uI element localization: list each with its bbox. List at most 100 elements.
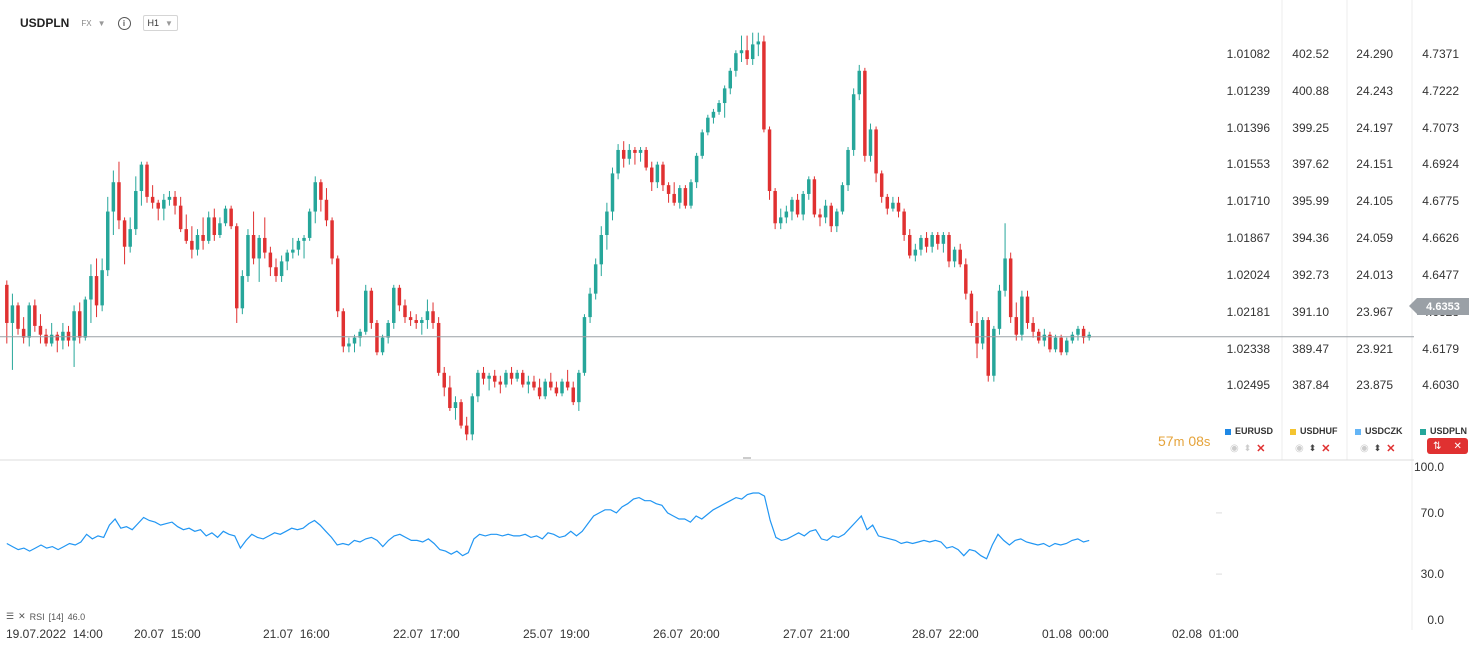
candle-body xyxy=(543,381,547,397)
candle-body xyxy=(10,305,15,323)
indicator-close-icon[interactable]: ✕ xyxy=(18,611,26,621)
rsi-tick-label: 70.0 xyxy=(1421,506,1445,520)
timeframe-select[interactable]: H1 ▼ xyxy=(142,15,178,31)
close-icon[interactable]: ✕ xyxy=(1256,443,1266,455)
candle-body xyxy=(521,372,525,385)
candle-body xyxy=(392,287,396,323)
candle-body xyxy=(122,220,127,247)
candle-body xyxy=(936,235,940,244)
candle-body xyxy=(840,185,845,212)
candle-body xyxy=(986,320,990,376)
candle-body xyxy=(560,381,564,394)
candle-body xyxy=(907,235,912,256)
eye-icon[interactable]: ◉ xyxy=(1295,443,1304,454)
y-tick-label: 4.6477 xyxy=(1422,268,1459,282)
candle-body xyxy=(352,337,357,344)
reorder-icon[interactable]: ⇅ xyxy=(1433,440,1442,452)
candle-body xyxy=(924,237,929,247)
eye-icon[interactable]: ◉ xyxy=(1360,443,1369,454)
candle-body xyxy=(750,44,755,60)
close-icon[interactable]: ✕ xyxy=(1453,440,1462,452)
legend-eurusd[interactable]: EURUSD xyxy=(1225,426,1273,436)
candle-body xyxy=(958,249,962,265)
reorder-icon[interactable]: ⬍ xyxy=(1373,443,1382,453)
candle-body xyxy=(319,182,323,200)
candle-body xyxy=(156,202,160,209)
candle-body xyxy=(94,276,99,306)
candle-body xyxy=(5,284,9,323)
symbol-dropdown-icon[interactable]: ▼ xyxy=(97,18,106,28)
legend-usdczk[interactable]: USDCZK xyxy=(1355,426,1403,436)
candle-body xyxy=(235,226,239,309)
candle-body xyxy=(111,182,116,212)
candle-body xyxy=(150,196,155,203)
candle-body xyxy=(728,70,733,89)
candle-body xyxy=(588,293,592,318)
close-icon[interactable]: ✕ xyxy=(1386,443,1396,455)
candle-body xyxy=(577,372,581,403)
candle-body xyxy=(195,235,200,250)
legend-usdhuf[interactable]: USDHUF xyxy=(1290,426,1338,436)
candle-body xyxy=(756,41,761,45)
candle-body xyxy=(128,229,132,247)
candle-body xyxy=(739,50,744,54)
candle-body xyxy=(324,199,329,221)
y-tick-label: 400.88 xyxy=(1292,84,1329,98)
reorder-icon[interactable]: ⬍ xyxy=(1308,443,1317,453)
legend-color-swatch xyxy=(1355,428,1361,435)
eye-icon[interactable]: ◉ xyxy=(1230,443,1239,454)
y-tick-label: 389.47 xyxy=(1292,342,1329,356)
rsi-period: [14] xyxy=(48,611,64,622)
candle-body xyxy=(21,328,26,338)
close-icon[interactable]: ✕ xyxy=(1321,443,1331,455)
candle-body xyxy=(106,211,110,271)
candle-body xyxy=(246,235,250,277)
symbol-toolbar: USDPLN FX ▼ i H1 ▼ xyxy=(20,14,178,32)
candle-body xyxy=(268,252,273,268)
candle-body xyxy=(274,267,278,277)
candle-body xyxy=(980,320,985,344)
candle-body xyxy=(734,53,738,71)
candle-body xyxy=(453,402,458,409)
y-tick-label: 1.01082 xyxy=(1227,47,1271,61)
candle-body xyxy=(807,179,811,194)
candle-body xyxy=(464,425,469,435)
candle-body xyxy=(291,249,295,253)
y-tick-label: 4.7073 xyxy=(1422,121,1459,135)
candle-body xyxy=(790,199,794,212)
countdown-minutes: 57 xyxy=(1158,433,1174,449)
x-tick-label: 25.07 19:00 xyxy=(523,627,590,641)
candle-body xyxy=(313,182,317,212)
candle-body xyxy=(425,311,430,321)
candle-body xyxy=(952,249,957,262)
indicator-settings-icon[interactable]: ☰ xyxy=(6,611,15,621)
candle-body xyxy=(644,149,648,168)
y-tick-label: 392.73 xyxy=(1292,268,1329,282)
candle-body xyxy=(38,325,43,335)
candle-body xyxy=(683,188,688,206)
candle-body xyxy=(263,237,267,253)
candle-body xyxy=(599,235,604,265)
y-tick-label: 1.01710 xyxy=(1227,194,1271,208)
candle-body xyxy=(627,149,632,159)
candle-body xyxy=(201,235,205,241)
candle-body xyxy=(773,191,777,224)
candle-body xyxy=(565,381,570,388)
candle-body xyxy=(745,50,749,60)
y-tick-label: 387.84 xyxy=(1292,378,1329,392)
legend-usdpln[interactable]: USDPLN xyxy=(1420,426,1467,436)
x-tick-label: 27.07 21:00 xyxy=(783,627,850,641)
candle-body xyxy=(66,331,71,341)
y-tick-label: 23.875 xyxy=(1356,378,1393,392)
candle-body xyxy=(77,311,82,338)
candle-body xyxy=(1020,296,1024,335)
candle-body xyxy=(251,235,256,259)
legend-label: EURUSD xyxy=(1235,426,1274,436)
reorder-icon[interactable]: ⬍ xyxy=(1243,443,1252,453)
y-tick-label: 4.6030 xyxy=(1422,378,1459,392)
y-tick-label: 24.059 xyxy=(1356,231,1393,245)
info-icon[interactable]: i xyxy=(117,16,131,30)
symbol-name[interactable]: USDPLN xyxy=(20,16,70,30)
y-tick-label: 1.02338 xyxy=(1227,342,1271,356)
